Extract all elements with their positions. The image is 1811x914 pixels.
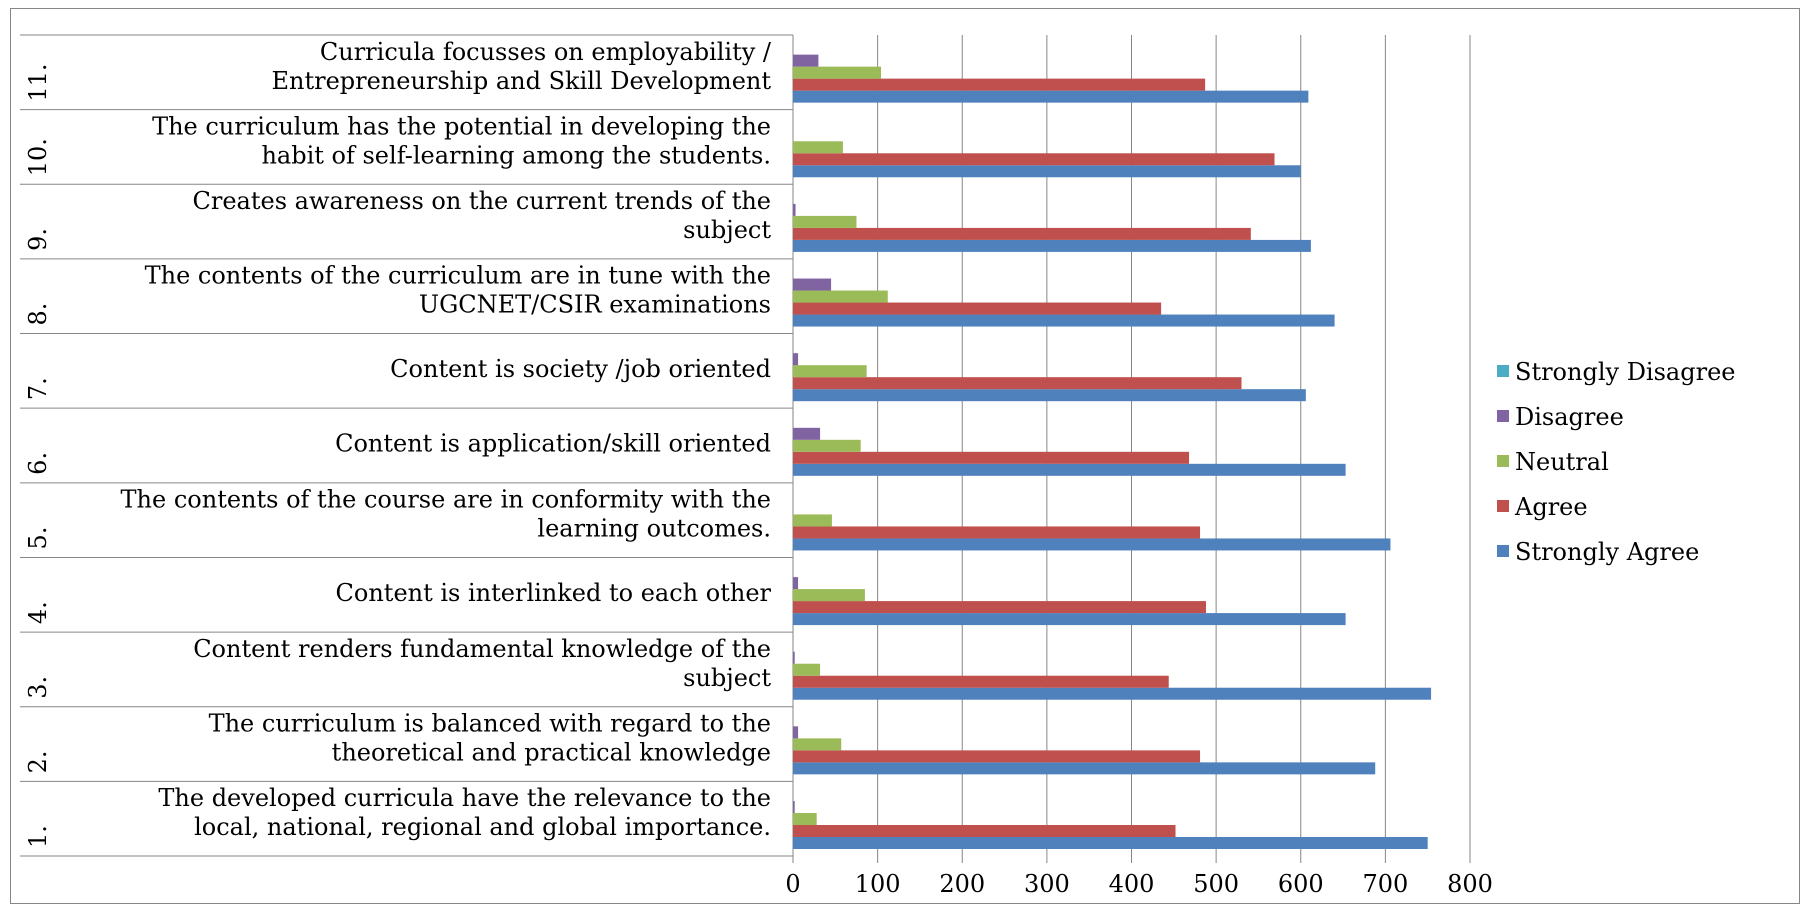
category-label-11-line-2: Entrepreneurship and Skill Development (271, 67, 771, 95)
category-number-4: 4. (24, 601, 52, 624)
bar-strongly-agree-item-11 (793, 90, 1309, 103)
bar-disagree-item-9 (793, 203, 796, 216)
category-label-5-line-1: The contents of the course are in confor… (121, 486, 771, 514)
bar-neutral-item-7 (793, 365, 867, 378)
bar-neutral-item-6 (793, 439, 861, 452)
bar-agree-item-1 (793, 825, 1176, 837)
category-number-10: 10. (24, 138, 52, 176)
bar-neutral-item-11 (793, 66, 882, 79)
bar-disagree-item-6 (793, 427, 821, 440)
category-label-10-line-2: habit of self-learning among the student… (261, 141, 771, 169)
bar-strongly-agree-item-6 (793, 463, 1346, 476)
legend-swatch-strongly-agree (1497, 545, 1509, 557)
category-number-8: 8. (24, 303, 52, 326)
legend-label-strongly-agree: Strongly Agree (1515, 538, 1699, 566)
bar-strongly-agree-item-7 (793, 389, 1306, 402)
bar-agree-item-11 (793, 78, 1206, 91)
bar-agree-item-3 (793, 675, 1169, 688)
category-number-3: 3. (24, 676, 52, 699)
category-label-2-line-2: theoretical and practical knowledge (332, 739, 771, 767)
x-tick-label-3: 300 (1024, 870, 1070, 898)
x-tick-label-7: 700 (1362, 870, 1408, 898)
category-label-1-line-1: The developed curricula have the relevan… (158, 784, 771, 812)
bar-agree-item-6 (793, 451, 1190, 464)
legend-label-disagree: Disagree (1515, 403, 1624, 431)
bar-disagree-item-8 (793, 278, 832, 291)
category-label-5-line-2: learning outcomes. (537, 515, 771, 543)
bar-agree-item-7 (793, 377, 1242, 390)
category-label-10-line-1: The curriculum has the potential in deve… (152, 112, 771, 140)
bar-strongly-agree-item-5 (793, 538, 1391, 551)
x-tick-label-4: 400 (1109, 870, 1155, 898)
bar-agree-item-8 (793, 302, 1162, 315)
bar-neutral-item-10 (793, 141, 843, 154)
bar-agree-item-10 (793, 153, 1275, 166)
category-label-1-line-2: local, national, regional and global imp… (194, 813, 771, 841)
x-tick-label-2: 200 (939, 870, 985, 898)
bar-neutral-item-1 (793, 813, 817, 825)
legend-label-agree: Agree (1514, 493, 1588, 521)
category-number-9: 9. (24, 228, 52, 251)
legend-swatch-strongly-disagree (1497, 365, 1509, 377)
category-label-8-line-2: UGCNET/CSIR examinations (419, 291, 771, 319)
bar-strongly-agree-item-3 (793, 687, 1432, 700)
bar-disagree-item-4 (793, 577, 799, 590)
bar-neutral-item-3 (793, 663, 821, 676)
x-tick-label-6: 600 (1278, 870, 1324, 898)
legend-swatch-agree (1497, 500, 1509, 512)
bar-neutral-item-5 (793, 514, 832, 527)
category-label-9-line-1: Creates awareness on the current trends … (193, 187, 772, 215)
bar-strongly-agree-item-10 (793, 165, 1301, 178)
x-tick-label-1: 100 (855, 870, 901, 898)
bar-agree-item-4 (793, 601, 1206, 614)
category-number-11: 11. (24, 63, 52, 101)
legend-swatch-disagree (1497, 410, 1509, 422)
bar-strongly-agree-item-2 (793, 762, 1376, 775)
bar-strongly-agree-item-8 (793, 314, 1335, 327)
category-label-2-line-1: The curriculum is balanced with regard t… (209, 710, 771, 738)
bar-disagree-item-7 (793, 353, 799, 366)
x-tick-label-0: 0 (785, 870, 800, 898)
category-label-7-line-1: Content is society /job oriented (390, 355, 771, 383)
legend-swatch-neutral (1497, 455, 1509, 467)
category-number-6: 6. (24, 452, 52, 475)
x-tick-label-5: 500 (1193, 870, 1239, 898)
bar-strongly-agree-item-4 (793, 613, 1346, 626)
legend-label-strongly-disagree: Strongly Disagree (1515, 358, 1735, 386)
bar-agree-item-2 (793, 750, 1201, 763)
category-label-4-line-1: Content is interlinked to each other (336, 579, 772, 607)
bar-strongly-agree-item-1 (793, 837, 1428, 849)
category-number-7: 7. (24, 377, 52, 400)
category-label-9-line-2: subject (683, 216, 771, 244)
category-label-11-line-1: Curricula focusses on employability / (320, 38, 772, 66)
x-tick-label-8: 800 (1447, 870, 1493, 898)
bar-neutral-item-2 (793, 738, 842, 751)
category-label-3-line-2: subject (683, 664, 771, 692)
category-number-5: 5. (24, 527, 52, 550)
bar-neutral-item-9 (793, 215, 857, 228)
bar-disagree-item-1 (793, 801, 795, 813)
category-number-1: 1. (24, 825, 52, 848)
category-label-8-line-1: The contents of the curriculum are in tu… (145, 262, 771, 290)
bar-disagree-item-3 (793, 651, 795, 664)
legend-label-neutral: Neutral (1515, 448, 1609, 476)
bar-agree-item-5 (793, 526, 1201, 539)
bar-strongly-agree-item-9 (793, 239, 1311, 252)
category-number-2: 2. (24, 750, 52, 773)
bar-agree-item-9 (793, 227, 1251, 240)
category-label-6-line-1: Content is application/skill oriented (335, 430, 771, 458)
bar-disagree-item-2 (793, 726, 799, 739)
bar-neutral-item-8 (793, 290, 888, 303)
bar-neutral-item-4 (793, 589, 865, 602)
bar-disagree-item-11 (793, 54, 819, 67)
category-label-3-line-1: Content renders fundamental knowledge of… (193, 635, 771, 663)
